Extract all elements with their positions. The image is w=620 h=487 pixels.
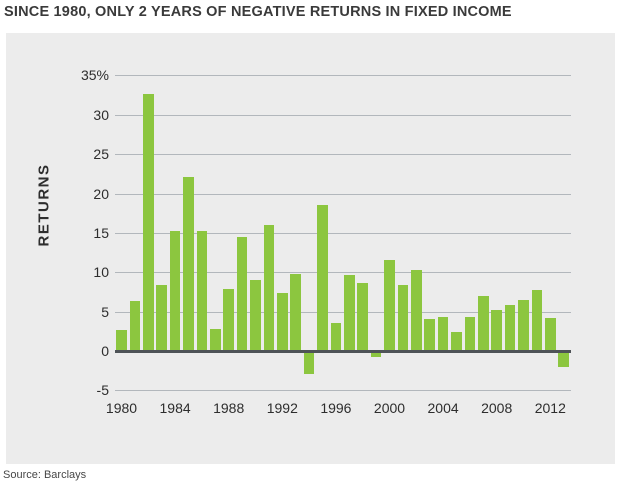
bar-1989: [236, 236, 248, 351]
x-tick-label-1988: 1988: [213, 400, 245, 416]
y-tick-label-35: 35%: [80, 67, 109, 84]
bar-1997: [344, 274, 355, 351]
bar-1996: [330, 322, 342, 351]
gridline-35: [115, 75, 571, 77]
x-tick-label-2004: 2004: [427, 400, 459, 416]
bar-1994: [303, 351, 315, 374]
y-tick-label--5: -5: [96, 382, 109, 399]
bar-1991: [263, 225, 275, 351]
chart-title: SINCE 1980, ONLY 2 YEARS OF NEGATIVE RET…: [4, 4, 512, 20]
x-tick-label-2012: 2012: [534, 400, 566, 416]
x-tick-label-1984: 1984: [159, 400, 191, 416]
gridline-15: [115, 232, 571, 234]
y-tick-label-0: 0: [101, 343, 109, 359]
bar-2011: [531, 289, 543, 351]
bar-1981: [129, 301, 141, 351]
bar-1982: [143, 94, 154, 351]
gridline-25: [115, 154, 571, 156]
bar-2010: [518, 299, 529, 351]
bar-1986: [196, 230, 208, 351]
x-tick-label-2008: 2008: [481, 400, 513, 416]
bar-2001: [397, 284, 409, 351]
gridline-5: [115, 311, 571, 313]
bar-1998: [357, 282, 368, 351]
bar-2008: [491, 310, 502, 352]
y-tick-label-15: 15: [93, 224, 109, 241]
source-text: Source: Barclays: [3, 469, 87, 481]
y-tick-label-30: 30: [93, 106, 109, 123]
y-tick-label-10: 10: [93, 264, 109, 281]
bar-1993: [290, 273, 301, 351]
y-tick-label-5: 5: [101, 303, 109, 320]
x-tick-label-1996: 1996: [320, 400, 352, 416]
gridline-20: [115, 193, 571, 195]
gridline-30: [115, 114, 571, 116]
gridline--5: [115, 390, 571, 392]
bar-2006: [464, 317, 476, 351]
bar-1983: [156, 284, 167, 351]
bar-2002: [411, 269, 422, 351]
bar-2007: [478, 295, 489, 351]
bar-1999: [370, 351, 382, 358]
bar-2009: [504, 304, 516, 351]
y-tick-label-20: 20: [93, 185, 109, 202]
bar-2003: [424, 318, 435, 351]
chart-panel: RETURNS 35% 30 25 20 15 10 5 0 -5 1980 1984 1988 19…: [6, 33, 615, 464]
bar-2000: [384, 259, 395, 351]
bar-1980: [116, 329, 127, 351]
bar-1984: [169, 231, 181, 351]
bar-1985: [183, 177, 194, 351]
x-tick-label-2000: 2000: [373, 400, 406, 416]
zero-axis-line: [115, 349, 571, 353]
bar-2005: [451, 332, 462, 351]
bar-2013: [558, 351, 569, 367]
bar-1988: [223, 288, 234, 351]
x-tick-label-1992: 1992: [266, 400, 298, 416]
bar-2004: [437, 317, 449, 351]
bar-1995: [317, 205, 328, 351]
y-tick-label-25: 25: [93, 146, 109, 163]
x-tick-label-1980: 1980: [105, 400, 138, 416]
bar-1990: [250, 280, 261, 351]
bar-2012: [545, 317, 556, 351]
bar-1992: [277, 292, 288, 351]
gridline-10: [115, 272, 571, 274]
bar-1987: [210, 328, 221, 351]
